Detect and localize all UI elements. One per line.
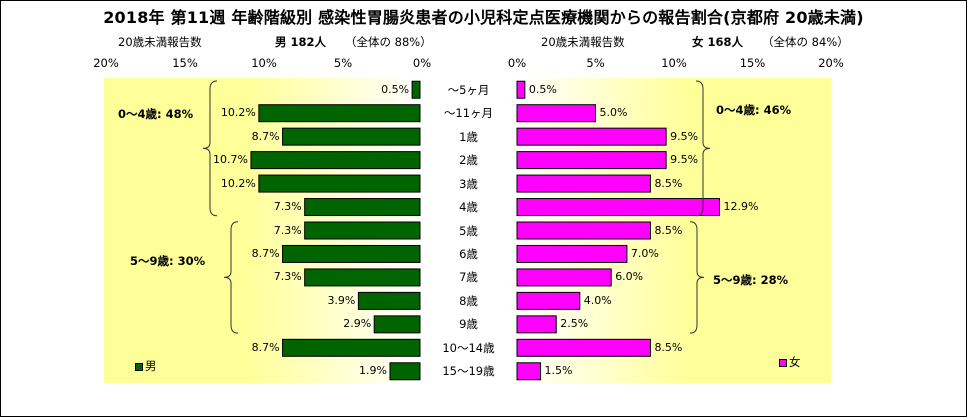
male-value-label: 2.9% [343,317,372,331]
male-group-label: 5～9歳: 30% [130,254,206,268]
male-value-label: 8.7% [251,246,280,260]
female-group-label: 0～4歳: 46% [716,103,792,117]
female-tick-label: 0% [507,56,527,70]
male-bar [357,291,421,310]
age-category-label: 1歳 [459,129,478,144]
male-tick-label: 0% [412,56,432,70]
age-category-label: 6歳 [459,246,478,261]
female-value-label: 9.5% [670,129,699,143]
age-category-label: 15～19歳 [442,364,495,379]
female-bar [516,291,581,310]
age-category-label: 10～14歳 [442,340,495,355]
male-bar [304,198,421,217]
male-bar [389,362,421,381]
female-group-label: 5～9歳: 28% [713,273,789,287]
male-group-brace [223,221,239,334]
age-category-label: 7歳 [459,270,478,285]
female-tick-label: 15% [739,56,766,70]
male-bar [411,80,421,99]
male-value-label: 1.9% [359,364,387,378]
female-bar [516,221,651,240]
female-bar [516,151,667,170]
female-tick-label: 10% [661,56,687,70]
male-bar [250,151,421,170]
female-bar [516,338,651,357]
female-bar [516,104,596,123]
female-value-label: 2.5% [560,317,589,331]
male-value-label: 10.7% [213,153,248,167]
female-share: （全体の 84%） [762,35,849,49]
male-bar [304,221,421,240]
female-value-label: 12.9% [723,200,759,214]
age-category-label: ～11ヶ月 [443,106,494,121]
legend-female-swatch [779,358,787,367]
male-bar [304,268,421,287]
female-value-label: 5.0% [599,106,628,120]
male-value-label: 7.3% [273,270,302,284]
age-category-label: 2歳 [459,153,478,168]
legend-female-label: 女 [789,355,801,369]
female-bar [516,80,526,99]
female-value-label: 8.5% [654,340,683,354]
female-bar [516,315,557,334]
female-value-label: 7.0% [630,246,659,260]
male-value-label: 3.9% [327,293,356,307]
female-tick-label: 20% [818,56,844,70]
chart-title: 2018年 第11週 年齢階級別 感染性胃腸炎患者の小児科定点医療機関からの報告… [103,8,864,27]
female-value-label: 8.5% [654,176,683,190]
female-value-label: 9.5% [670,153,699,167]
male-value-label: 10.2% [220,176,256,190]
age-category-label: 8歳 [459,293,478,308]
male-bar [282,338,421,357]
legend-male-swatch [135,362,143,371]
male-tick-label: 5% [333,56,353,70]
female-bar [516,198,721,217]
female-value-label: 4.0% [583,293,612,307]
male-value-label: 8.7% [251,129,280,143]
female-bar [516,362,542,381]
female-value-label: 6.0% [615,270,644,284]
male-tick-label: 20% [93,56,119,70]
female-tick-label: 5% [586,56,605,70]
male-group-label: 0～4歳: 48% [118,107,194,121]
male-bar [258,104,421,123]
female-count: 女 168人 [692,35,744,49]
male-tick-label: 10% [251,56,277,70]
age-category-label: 3歳 [459,176,478,191]
male-tick-label: 15% [172,56,198,70]
female-value-label: 8.5% [654,223,683,237]
male-share: （全体の 88%） [345,35,432,49]
legend-male-label: 男 [145,359,157,373]
male-group-brace [202,80,218,217]
female-bar [516,127,667,146]
female-value-label: 0.5% [528,82,557,96]
male-bar [282,127,421,146]
male-bar [258,174,421,193]
female-count-caption: 20歳未満報告数 [541,35,625,49]
male-value-label: 8.7% [251,340,280,354]
female-group-brace [695,80,711,217]
age-category-label: 4歳 [459,200,478,215]
male-value-label: 0.5% [381,82,410,96]
age-category-label: ～5ヶ月 [447,82,490,97]
legend-female: 女 [779,354,801,370]
age-category-label: 5歳 [459,223,478,238]
age-category-label: 9歳 [459,317,478,332]
female-bar [516,174,651,193]
legend-male: 男 [135,358,157,374]
female-bar [516,244,628,263]
male-count-caption: 20歳未満報告数 [118,35,202,49]
male-value-label: 7.3% [273,200,302,214]
female-group-brace [689,221,705,334]
male-value-label: 7.3% [273,223,302,237]
male-value-label: 10.2% [220,106,256,120]
female-bar [516,268,612,287]
male-bar [282,244,421,263]
male-count: 男 182人 [275,35,327,49]
female-value-label: 1.5% [544,364,573,378]
male-bar [373,315,421,334]
